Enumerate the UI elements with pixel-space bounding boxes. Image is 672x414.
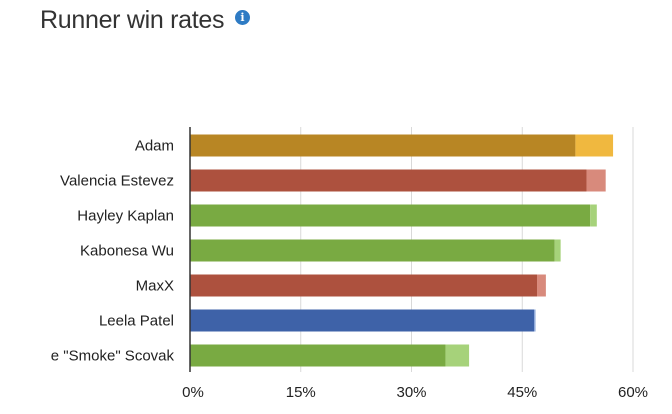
- bar-extra[interactable]: [554, 239, 561, 262]
- bar-extra[interactable]: [534, 309, 536, 332]
- bar-extra[interactable]: [590, 204, 597, 227]
- x-tick-label: 45%: [507, 384, 537, 401]
- bar-extra[interactable]: [445, 344, 470, 367]
- bar-extra[interactable]: [537, 274, 546, 297]
- x-tick-label: 0%: [182, 384, 204, 401]
- bar-base[interactable]: [190, 274, 538, 297]
- bar-base[interactable]: [190, 169, 587, 192]
- bar-base[interactable]: [190, 309, 535, 332]
- category-label: Hayley Kaplan: [77, 208, 174, 225]
- bar-base[interactable]: [190, 134, 576, 157]
- x-tick-labels: 0% 15% 30% 45% 60%: [182, 384, 648, 401]
- category-labels: Adam Valencia Estevez Hayley Kaplan Kabones…: [51, 138, 175, 365]
- bars: [190, 134, 614, 367]
- bar-base[interactable]: [190, 239, 555, 262]
- bar-base[interactable]: [190, 204, 591, 227]
- category-label: Valencia Estevez: [60, 173, 174, 190]
- x-tick-label: 60%: [618, 384, 648, 401]
- category-label: e "Smoke" Scovak: [51, 348, 175, 365]
- category-label: Kabonesa Wu: [80, 243, 174, 260]
- category-label: Adam: [135, 138, 174, 155]
- bar-base[interactable]: [190, 344, 446, 367]
- category-label: MaxX: [136, 278, 174, 295]
- bar-extra[interactable]: [586, 169, 606, 192]
- category-label: Leela Patel: [99, 313, 174, 330]
- bar-extra[interactable]: [575, 134, 614, 157]
- info-icon[interactable]: i: [235, 10, 250, 25]
- chart-title: Runner win rates: [40, 6, 225, 34]
- x-tick-label: 15%: [286, 384, 316, 401]
- x-tick-label: 30%: [396, 384, 426, 401]
